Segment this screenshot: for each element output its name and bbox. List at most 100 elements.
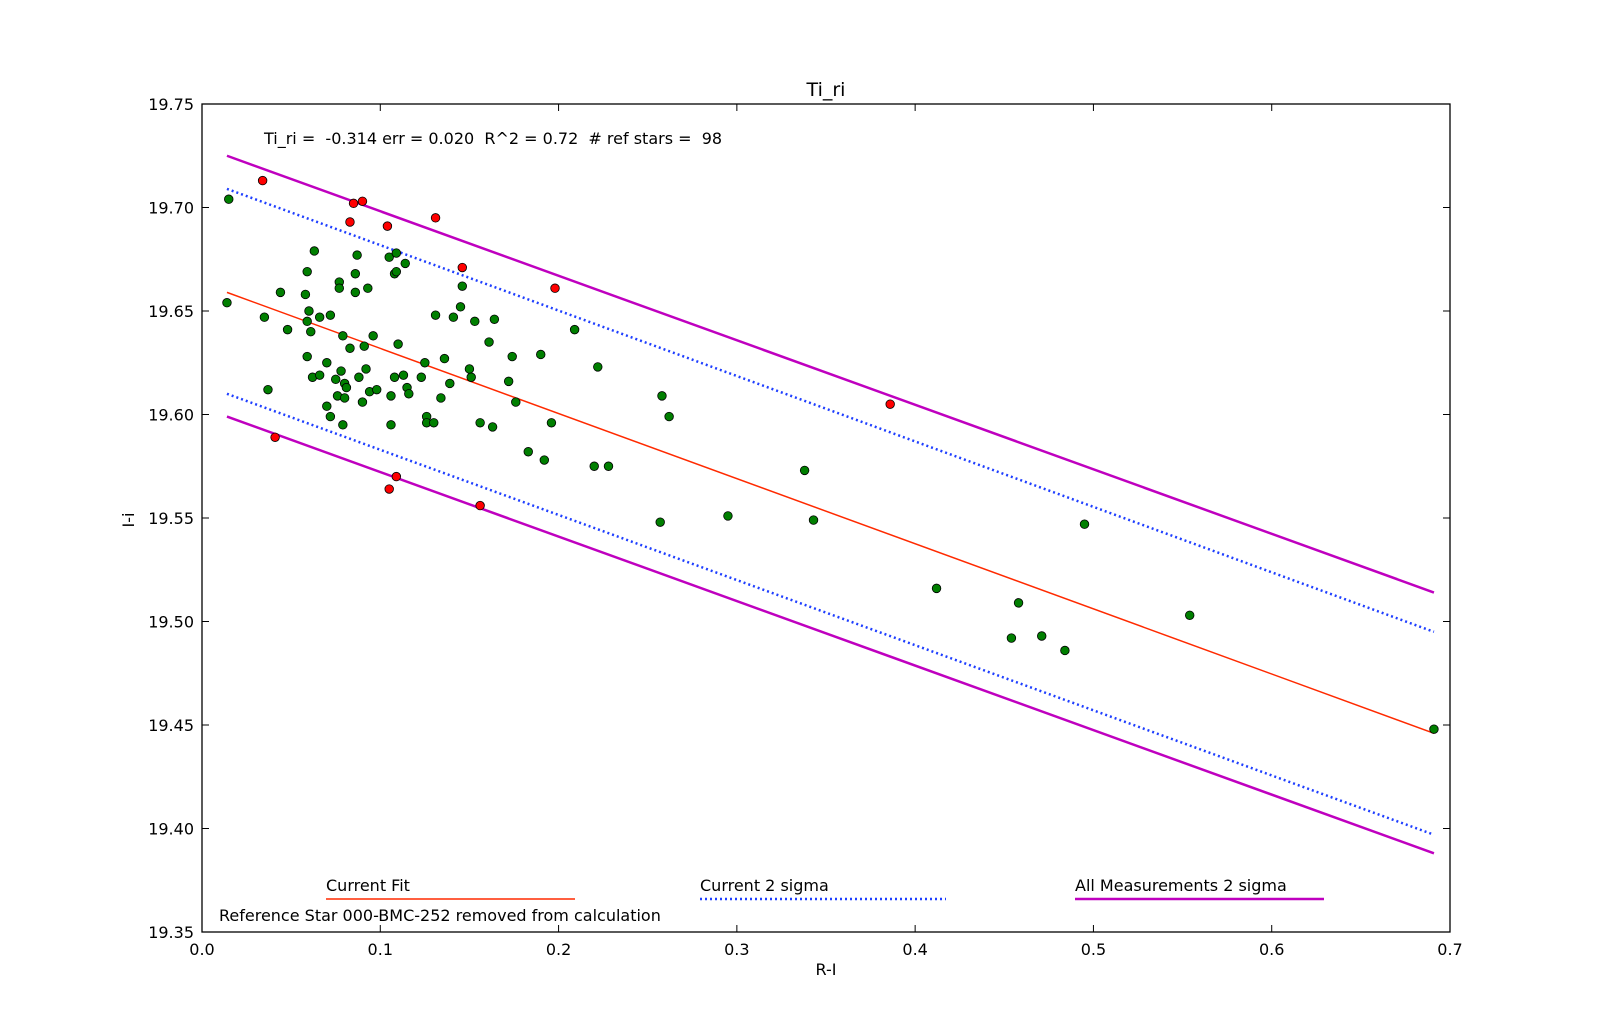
reference-star-point: [350, 287, 361, 298]
reference-star-point: [445, 378, 455, 389]
reference-star-point: [507, 351, 517, 362]
removed-star-note: Reference Star 000-BMC-252 removed from …: [219, 906, 661, 925]
reference-star-point: [259, 312, 270, 322]
x-tick-label: 0.0: [189, 940, 214, 959]
reference-star-point: [393, 339, 403, 349]
x-axis-label: R-I: [816, 960, 837, 979]
excluded-star-point: [270, 432, 280, 442]
reference-star-point: [655, 517, 665, 527]
reference-star-point: [336, 366, 346, 376]
reference-star-point: [345, 343, 355, 353]
reference-star-point: [1013, 598, 1024, 608]
excluded-star-point: [384, 484, 394, 494]
y-tick-label: 19.40: [148, 820, 194, 839]
legend-label-current-2-sigma: Current 2 sigma: [700, 876, 829, 895]
current-2-sigma-upper-line: [226, 187, 1435, 634]
legend: Current Fit Current 2 sigma All Measurem…: [326, 876, 1324, 901]
reference-star-point: [1060, 645, 1070, 656]
x-tick-label: 0.6: [1259, 940, 1284, 959]
reference-star-point: [420, 358, 430, 368]
x-tick-label: 0.4: [902, 940, 927, 959]
x-tick-label: 0.3: [724, 940, 749, 959]
reference-star-point: [325, 411, 336, 422]
x-tick-label: 0.2: [546, 940, 571, 959]
reference-star-point: [657, 391, 667, 401]
excluded-star-point: [430, 213, 441, 223]
reference-star-point: [931, 583, 942, 594]
chart-title: Ti_ri: [806, 79, 846, 101]
all-measurements-2-sigma-lower-line: [226, 415, 1435, 855]
reference-star-point: [386, 391, 396, 401]
reference-star-point: [325, 310, 336, 320]
reference-star-point: [436, 393, 446, 403]
reference-star-point: [1037, 631, 1047, 641]
y-tick-label: 19.50: [148, 613, 194, 632]
reference-star-point: [363, 283, 373, 293]
reference-star-point: [593, 362, 603, 372]
reference-star-point: [536, 349, 546, 360]
reference-star-point: [539, 455, 550, 465]
excluded-star-point: [348, 198, 359, 209]
excluded-star-point: [457, 262, 467, 273]
excluded-star-point: [885, 399, 895, 409]
reference-star-point: [799, 465, 810, 476]
excluded-star-point: [550, 283, 560, 293]
reference-star-point: [1429, 724, 1439, 734]
reference-star-point: [391, 248, 402, 258]
reference-star-point: [304, 306, 314, 316]
reference-star-point: [309, 246, 320, 256]
reference-star-point: [222, 298, 232, 308]
reference-star-point: [569, 324, 580, 335]
reference-star-point: [224, 194, 234, 204]
reference-star-point: [302, 351, 312, 362]
reference-star-point: [455, 302, 466, 312]
reference-star-point: [487, 422, 498, 432]
reference-star-point: [322, 358, 332, 368]
reference-star-point: [511, 397, 521, 407]
reference-star-point: [354, 372, 364, 382]
reference-star-point: [664, 411, 674, 422]
x-tick-label: 0.1: [368, 940, 393, 959]
reference-star-point: [1185, 610, 1195, 620]
reference-star-point: [398, 370, 409, 380]
reference-star-point: [331, 374, 341, 385]
reference-star-point: [546, 418, 557, 428]
excluded-star-point: [345, 217, 355, 227]
reference-star-point: [439, 353, 450, 364]
reference-star-point: [723, 511, 733, 521]
reference-star-point: [361, 364, 371, 374]
reference-star-point: [429, 418, 439, 428]
reference-star-point: [368, 331, 378, 341]
reference-star-point: [400, 258, 410, 269]
reference-star-point: [1079, 519, 1090, 529]
y-tick-label: 19.55: [148, 509, 194, 528]
all-measurements-2-sigma-upper-line: [226, 154, 1435, 594]
y-axis-label: I-i: [119, 513, 138, 528]
excluded-star-point: [357, 196, 368, 206]
excluded-star-point: [475, 500, 485, 511]
reference-star-point: [306, 327, 316, 337]
y-tick-label: 19.35: [148, 923, 194, 942]
reference-star-point: [384, 252, 394, 262]
legend-label-current-fit: Current Fit: [326, 876, 410, 895]
fit-statistics-annotation: Ti_ri = -0.314 err = 0.020 R^2 = 0.72 # …: [263, 129, 722, 149]
reference-star-point: [334, 283, 344, 293]
reference-star-point: [302, 316, 312, 327]
excluded-star-point: [382, 221, 393, 231]
reference-star-point: [389, 372, 400, 382]
reference-star-point: [464, 364, 475, 374]
reference-star-point: [589, 461, 599, 471]
reference-star-point: [489, 314, 500, 324]
reference-star-point: [386, 420, 396, 430]
reference-star-point: [300, 289, 311, 300]
reference-star-point: [341, 382, 352, 393]
data-points: [222, 175, 1439, 734]
x-tick-label: 0.7: [1437, 940, 1462, 959]
x-tick-label: 0.5: [1081, 940, 1106, 959]
reference-star-point: [484, 337, 494, 347]
y-tick-label: 19.70: [148, 199, 194, 218]
y-tick-label: 19.60: [148, 406, 194, 425]
reference-star-point: [475, 418, 485, 428]
reference-star-point: [448, 312, 459, 322]
reference-star-point: [470, 316, 480, 327]
